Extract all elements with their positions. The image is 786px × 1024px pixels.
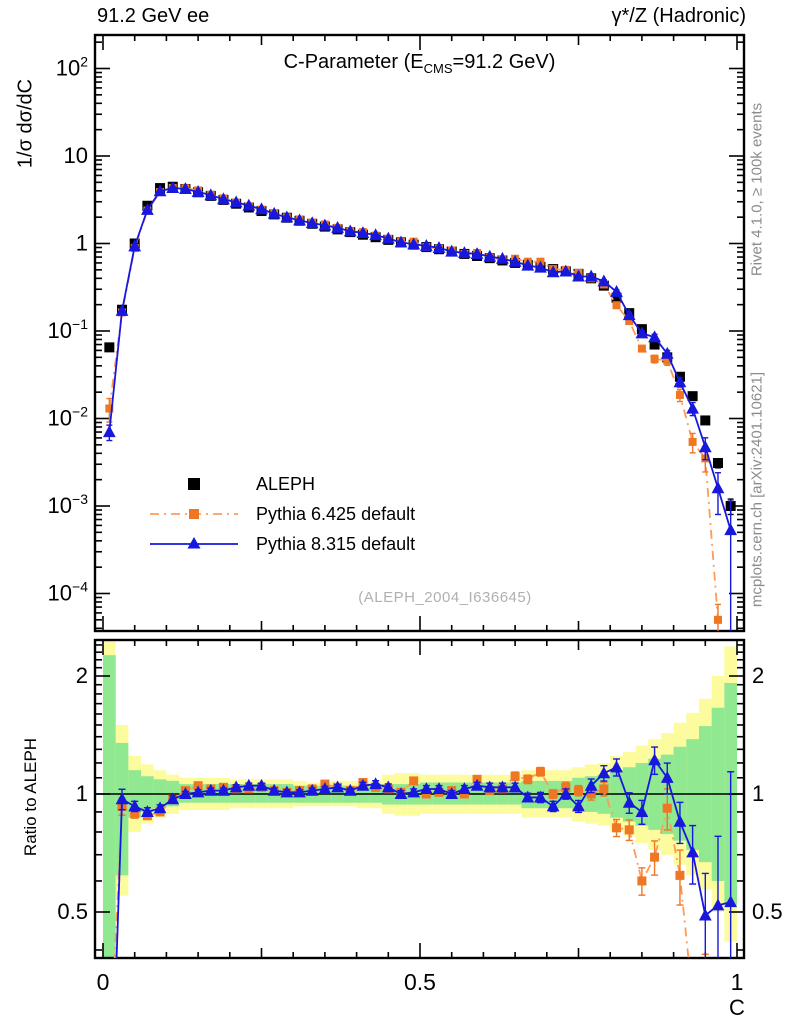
legend-item-pythia6: Pythia 6.425 default [148,499,415,529]
pythia8-marker-icon [150,537,238,549]
legend: ALEPH Pythia 6.425 default Pythia 8.315 … [148,469,415,559]
main-panel-series [102,181,738,631]
svg-text:10−2: 10−2 [48,404,89,431]
legend-item-aleph: ALEPH [148,469,415,499]
axes-frame [93,33,746,960]
svg-text:0.5: 0.5 [57,899,88,924]
legend-item-pythia8: Pythia 8.315 default [148,529,415,559]
svg-text:1: 1 [752,781,764,806]
svg-text:1: 1 [76,231,88,256]
plot-title: C-Parameter (ECMS=91.2 GeV) [95,51,744,76]
aleph-marker-icon [188,478,200,490]
svg-text:0.5: 0.5 [404,969,436,995]
beam-energy-label: 91.2 GeV ee [97,5,210,27]
legend-label-pythia8: Pythia 8.315 default [256,533,416,554]
svg-text:10−3: 10−3 [48,491,89,518]
svg-text:10: 10 [64,143,88,168]
svg-text:0.5: 0.5 [752,899,783,924]
series-pythia8 [102,181,738,631]
main-y-tick-labels: 102 10 1 10−1 10−2 10−3 10−4 [48,54,89,606]
ratio-y-axis-label: Ratio to ALEPH [21,737,40,857]
svg-text:C: C [729,995,745,1020]
ratio-panel-series [113,746,738,958]
series-pythia6 [105,183,722,631]
legend-label-aleph: ALEPH [256,473,316,494]
x-tick-labels: 0 0.5 1 [97,969,744,995]
svg-text:2: 2 [76,663,88,688]
process-label: γ*/Z (Hadronic) [611,5,746,27]
svg-text:1: 1 [76,781,88,806]
x-axis-title: C [729,995,745,1020]
plot-title-suffix: =91.2 GeV) [452,51,556,73]
svg-text:10−4: 10−4 [48,579,89,606]
plot-title-prefix: C-Parameter (E [283,51,424,73]
ratio-pythia8 [115,746,738,958]
analysis-watermark: (ALEPH_2004_I636645) [358,589,532,606]
plot-title-subscript: CMS [423,61,453,76]
rivet-version-label: Rivet 4.1.0, ≥ 100k events [748,102,766,277]
pythia6-marker-icon [150,509,238,519]
ratio-y-tick-labels: 2 2 1 1 0.5 0.5 [57,663,782,924]
svg-text:1: 1 [731,969,744,995]
svg-text:102: 102 [56,54,88,81]
svg-text:0: 0 [97,969,110,995]
legend-label-pythia6: Pythia 6.425 default [256,503,416,524]
mcplots-citation-label: mcplots.cern.ch [arXiv:2401.10621] [748,371,766,608]
svg-text:2: 2 [752,663,764,688]
main-y-axis-label: 1/σ dσ/dC [14,78,37,169]
svg-text:10−1: 10−1 [48,316,89,343]
